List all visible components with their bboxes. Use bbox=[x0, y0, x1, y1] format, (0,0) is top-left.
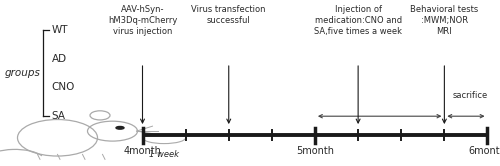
Text: AD: AD bbox=[52, 54, 66, 64]
Text: AAV-hSyn-
hM3Dq-mCherry
virus injection: AAV-hSyn- hM3Dq-mCherry virus injection bbox=[108, 5, 177, 36]
Text: 4month: 4month bbox=[124, 146, 162, 156]
Text: Injection of
medication:CNO and
SA,five times a week: Injection of medication:CNO and SA,five … bbox=[314, 5, 402, 36]
Text: 5month: 5month bbox=[296, 146, 334, 156]
Text: 1 week: 1 week bbox=[149, 150, 179, 159]
Text: Virus transfection
successful: Virus transfection successful bbox=[192, 5, 266, 25]
Text: CNO: CNO bbox=[52, 83, 75, 92]
Text: groups: groups bbox=[5, 68, 41, 78]
Text: sacrifice: sacrifice bbox=[452, 91, 488, 100]
Text: 6month: 6month bbox=[468, 146, 500, 156]
Text: Behavioral tests
:MWM;NOR
MRI: Behavioral tests :MWM;NOR MRI bbox=[410, 5, 478, 36]
Circle shape bbox=[116, 126, 124, 129]
Text: SA: SA bbox=[52, 111, 66, 121]
Text: WT: WT bbox=[52, 25, 68, 35]
